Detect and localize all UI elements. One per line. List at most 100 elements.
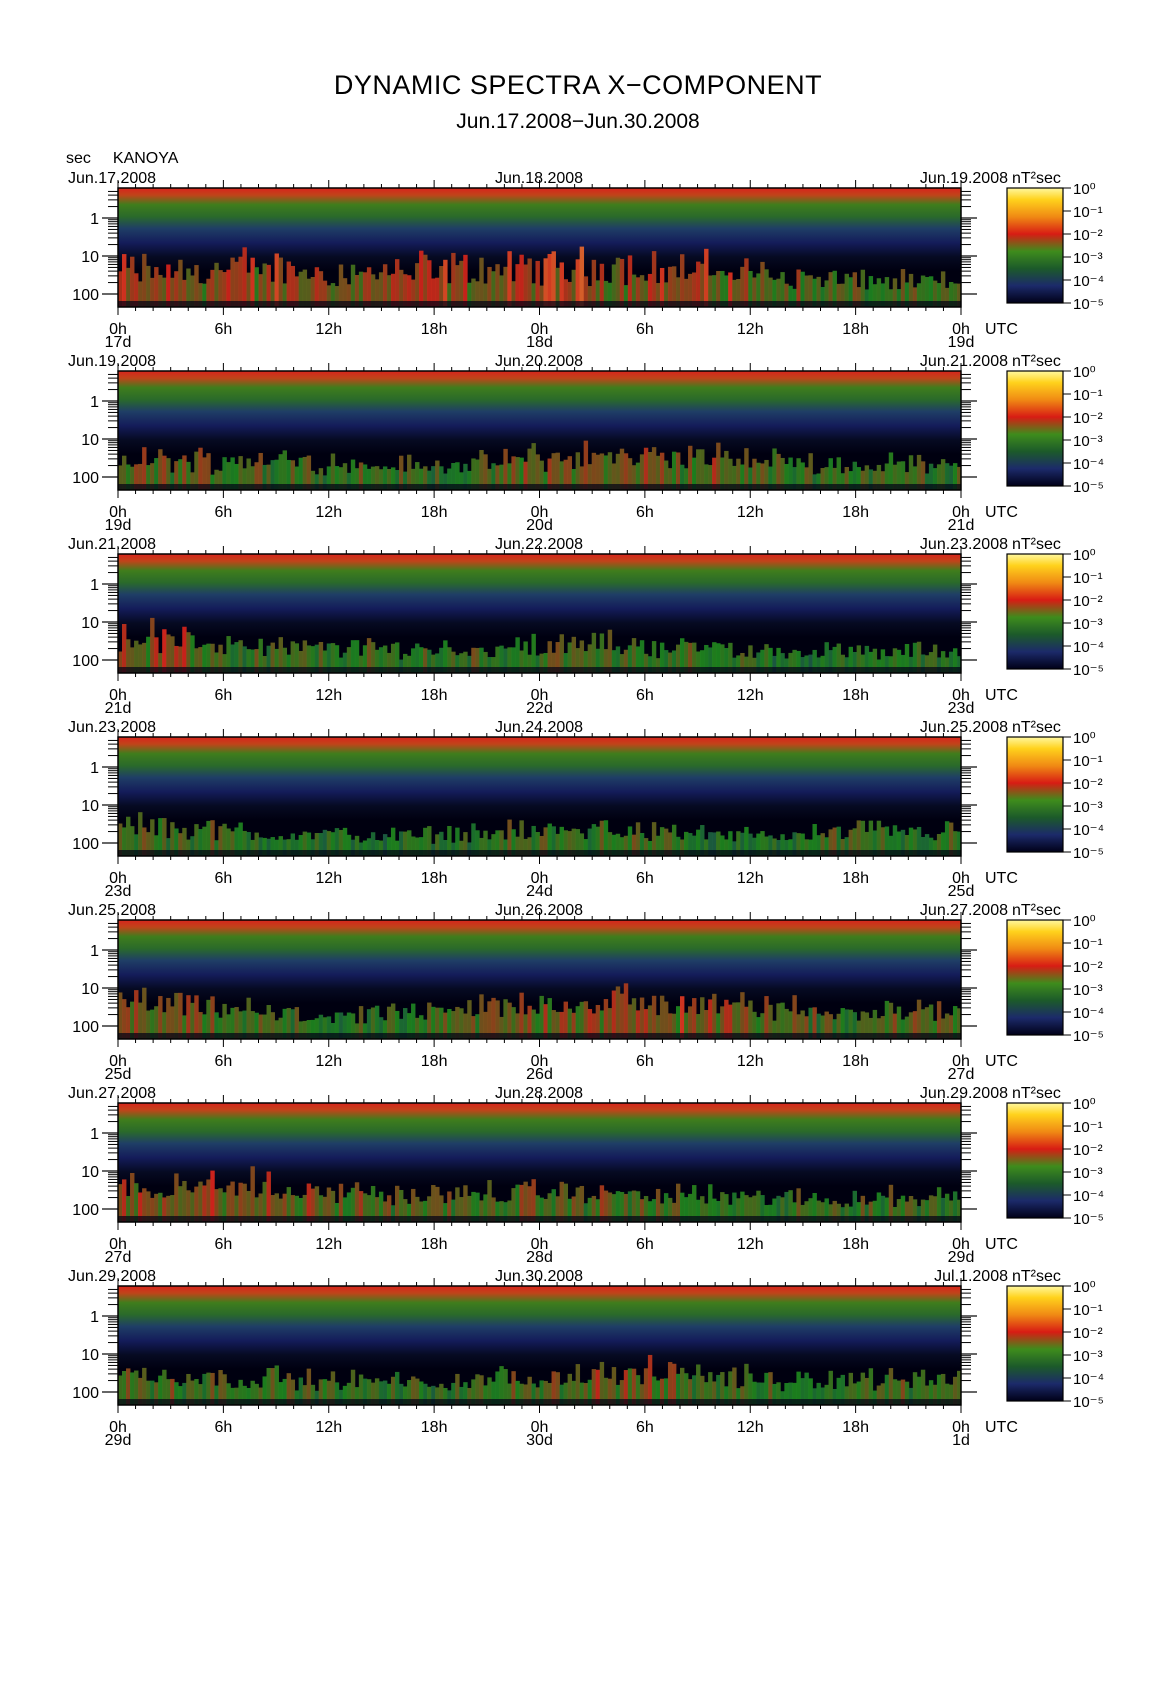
spectral-power-column: [868, 1017, 874, 1039]
spectral-power-column: [587, 1379, 593, 1405]
panel-start-date: Jun.17.2008: [68, 170, 156, 187]
spectral-power-column: [302, 1194, 308, 1222]
spectral-power-column: [495, 1201, 500, 1222]
spectral-power-column: [262, 1376, 267, 1405]
x-tick-label: 0h: [109, 1236, 127, 1253]
x-tick-label: 12h: [315, 1053, 342, 1070]
spectral-power-column: [772, 1020, 777, 1039]
spectral-power-column: [784, 463, 789, 490]
spectral-power-column: [282, 1378, 287, 1405]
colorbar-tick-label: 10⁰: [1073, 547, 1096, 564]
day-label: 1d: [952, 1432, 970, 1449]
spectral-power-column: [230, 457, 235, 490]
spectral-power-column: [443, 1203, 448, 1222]
spectral-power-column: [692, 457, 697, 490]
spectral-power-column: [712, 1381, 717, 1405]
spectral-power-column: [190, 836, 195, 856]
spectral-power-column: [663, 1378, 669, 1405]
spectral-power-column: [667, 1013, 673, 1039]
spectral-power-column: [150, 277, 155, 307]
spectral-power-column: [186, 839, 191, 856]
spectral-power-column: [439, 266, 444, 307]
spectral-power-column: [523, 838, 528, 856]
x-tick-label: 18h: [421, 687, 448, 704]
spectral-power-column: [928, 837, 934, 856]
spectral-power-column: [760, 1382, 765, 1405]
spectral-power-column: [374, 466, 380, 490]
spectral-power-column: [310, 1188, 316, 1222]
spectral-power-column: [920, 1009, 926, 1039]
spectral-power-column: [952, 1006, 958, 1039]
day-label: 21d: [105, 700, 132, 717]
spectral-power-column: [611, 650, 617, 673]
spectral-power-column: [427, 1196, 432, 1222]
spectral-power-column: [599, 633, 605, 673]
spectral-power-column: [234, 642, 239, 673]
spectral-power-column: [338, 829, 344, 856]
y-tick-label: 100: [72, 1202, 99, 1219]
spectral-power-column: [908, 1012, 914, 1039]
spectral-power-column: [278, 1382, 283, 1405]
spectral-power-column: [924, 277, 930, 307]
spectral-power-column: [282, 647, 287, 673]
spectral-power-column: [314, 474, 320, 490]
spectral-power-column: [230, 1007, 235, 1039]
spectral-power-column: [222, 1003, 227, 1039]
spectral-power-column: [772, 1383, 777, 1405]
spectral-power-column: [864, 465, 870, 490]
spectral-power-column: [126, 1007, 131, 1039]
spectral-power-column: [768, 277, 773, 307]
spectral-power-column: [455, 1373, 460, 1405]
spectral-power-column: [952, 648, 958, 673]
spectral-power-column: [663, 828, 669, 856]
spectrogram-floor: [118, 1033, 961, 1039]
spectral-power-column: [206, 999, 211, 1039]
colorbar-tick-label: 10⁻³: [1073, 433, 1103, 450]
spectral-power-column: [888, 452, 894, 490]
spectral-power-column: [346, 1012, 352, 1039]
spectral-power-column: [274, 459, 279, 490]
spectral-power-column: [194, 1186, 199, 1222]
y-tick-label: 1: [90, 211, 99, 228]
spectral-power-column: [667, 266, 673, 307]
spectral-power-column: [888, 835, 894, 856]
spectral-power-column: [680, 464, 685, 490]
spectral-power-column: [330, 643, 336, 673]
spectral-power-column: [150, 617, 155, 673]
spectral-power-column: [667, 832, 673, 856]
spectral-power-column: [431, 654, 436, 673]
spectral-power-column: [824, 1011, 829, 1039]
spectral-power-column: [459, 653, 464, 673]
spectral-power-column: [603, 280, 609, 307]
spectral-power-column: [190, 635, 195, 673]
spectral-power-column: [499, 645, 504, 673]
spectral-power-column: [820, 1202, 825, 1222]
spectral-power-column: [784, 840, 789, 856]
panel-start-date: Jun.19.2008: [68, 353, 156, 370]
spectral-power-column: [170, 822, 175, 856]
spectral-power-column: [431, 466, 436, 490]
spectral-power-column: [772, 838, 777, 856]
spectral-power-column: [888, 1184, 894, 1222]
spectral-power-column: [844, 467, 849, 490]
spectral-power-column: [888, 1002, 894, 1039]
spectral-power-column: [639, 997, 645, 1039]
spectral-power-column: [567, 831, 573, 856]
spectral-power-column: [595, 1004, 601, 1039]
spectral-power-column: [864, 645, 870, 673]
spectral-power-column: [651, 447, 657, 490]
spectral-power-column: [671, 266, 677, 307]
spectral-power-column: [607, 1192, 613, 1222]
panel-start-date: Jun.27.2008: [68, 1085, 156, 1102]
spectral-power-column: [234, 261, 239, 307]
spectral-power-column: [362, 1193, 368, 1222]
spectral-power-column: [310, 1384, 316, 1405]
spectral-power-column: [318, 468, 324, 490]
spectral-power-column: [700, 263, 705, 307]
spectral-power-column: [840, 839, 845, 856]
spectral-power-column: [130, 466, 135, 490]
x-unit-label: UTC: [985, 687, 1018, 704]
spectral-power-column: [238, 822, 243, 856]
spectral-power-column: [214, 1189, 219, 1222]
spectral-power-column: [278, 454, 283, 490]
